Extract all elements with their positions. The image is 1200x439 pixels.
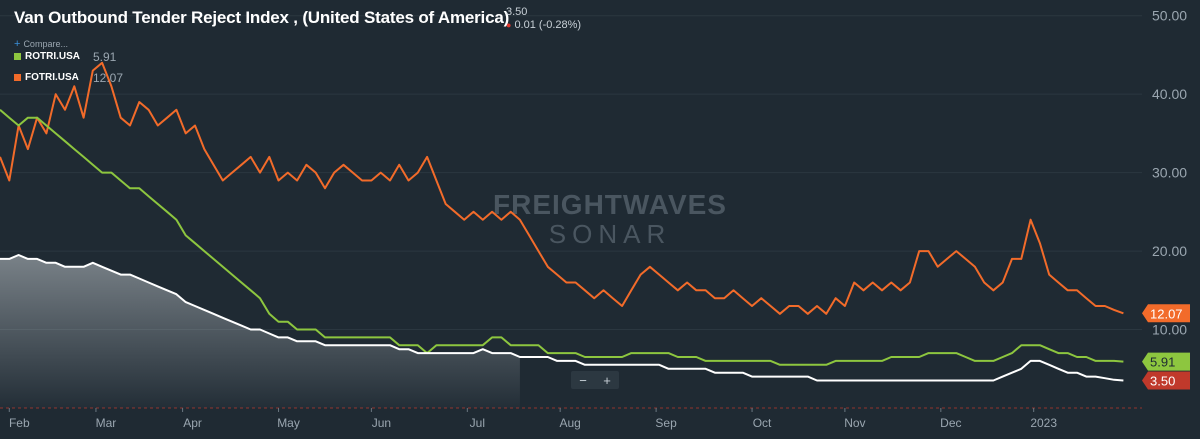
- last-value: 3.50: [506, 6, 528, 18]
- y-tick-label: 30.00: [1152, 165, 1187, 181]
- legend-name: FOTRI.USA: [25, 72, 79, 83]
- legend-item-fotri[interactable]: FOTRI.USA 12.07: [14, 71, 123, 85]
- legend-swatch: [14, 53, 21, 60]
- x-tick-label: 2023: [1030, 416, 1057, 430]
- zoom-controls: − +: [571, 371, 619, 389]
- series-line: [0, 61, 1124, 315]
- legend-value: 12.07: [93, 70, 124, 85]
- legend-name: ROTRI.USA: [25, 51, 80, 62]
- x-tick-label: Jul: [470, 416, 485, 430]
- x-tick-label: Oct: [753, 416, 772, 430]
- y-tick-label: 20.00: [1152, 243, 1187, 259]
- plus-icon: +: [14, 38, 21, 50]
- x-tick-label: Apr: [183, 416, 202, 430]
- down-dot-icon: ●: [506, 20, 512, 30]
- y-tick-label: 40.00: [1152, 86, 1187, 102]
- chart-title: Van Outbound Tender Reject Index , (Unit…: [14, 8, 510, 27]
- x-tick-label: Aug: [559, 416, 580, 430]
- zoom-out-button[interactable]: −: [579, 372, 587, 388]
- watermark-line2: SONAR: [549, 219, 671, 249]
- zoom-in-button[interactable]: +: [603, 372, 611, 388]
- legend-value: 5.91: [93, 49, 117, 64]
- x-tick-label: Dec: [940, 416, 961, 430]
- last-value-text: 12.07: [1150, 306, 1183, 321]
- watermark: FREIGHTWAVES SONAR: [493, 189, 727, 249]
- last-value-tag: [1142, 304, 1190, 323]
- last-value-labels: 12.07 5.91 3.50: [1142, 304, 1190, 390]
- legend-item-rotri[interactable]: ROTRI.USA 5.91: [14, 50, 116, 64]
- x-tick-label: Jun: [372, 416, 391, 430]
- x-tick-label: Mar: [96, 416, 117, 430]
- primary-series-area: [0, 255, 520, 408]
- series-line: [0, 109, 1124, 366]
- y-tick-label: 50.00: [1152, 8, 1187, 24]
- legend-swatch: [14, 74, 21, 81]
- series-layer: [0, 61, 1124, 382]
- x-tick-label: Nov: [844, 416, 865, 430]
- y-tick-label: 10.00: [1152, 322, 1187, 338]
- y-gridlines: [0, 15, 1142, 409]
- last-value-tag: [1142, 371, 1190, 390]
- x-tick-label: Sep: [655, 416, 677, 430]
- last-value-tag: [1142, 352, 1190, 371]
- x-axis: Feb Mar Apr May Jun Jul Aug Sep Oct Nov Dec 2023: [8, 408, 1057, 430]
- change-value: 0.01 (-0.28%): [514, 19, 582, 31]
- compare-button[interactable]: + Compare...: [14, 38, 68, 50]
- y-axis: 10.00 20.00 30.00 40.00 50.00: [1152, 8, 1187, 338]
- series-line: [0, 254, 1124, 382]
- last-value-text: 3.50: [1150, 374, 1175, 389]
- last-value-text: 5.91: [1150, 355, 1175, 370]
- change-readout: ● 0.01 (-0.28%): [506, 19, 581, 31]
- x-tick-label: May: [277, 416, 300, 430]
- watermark-line1: FREIGHTWAVES: [493, 189, 727, 220]
- x-tick-label: Feb: [9, 416, 30, 430]
- compare-label: Compare...: [23, 39, 68, 49]
